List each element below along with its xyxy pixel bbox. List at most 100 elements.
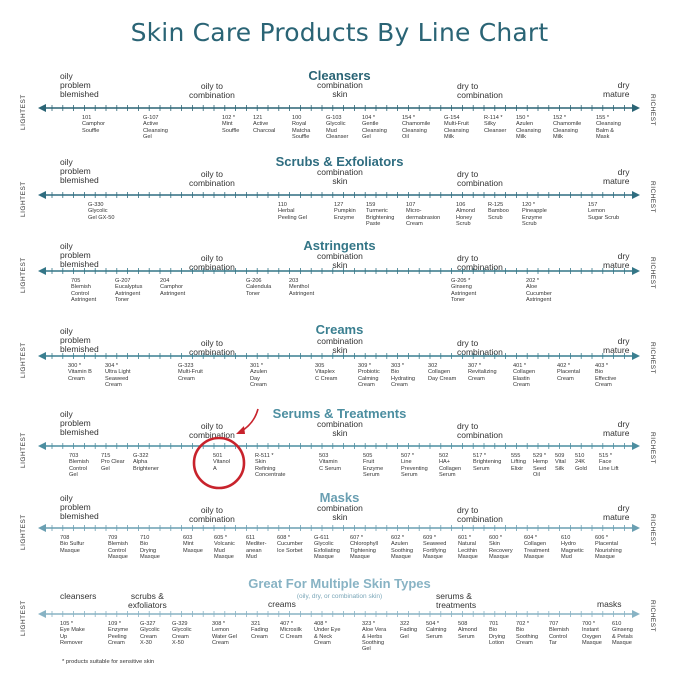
product-label: 610 Hydro Magnetic Mud [561,535,584,560]
product-label: 611 Mediter- anean Mud [246,535,267,560]
skin-type-label: dry mature [603,503,630,522]
product-label: 703 Blemish Control Gel [69,453,89,478]
product-label: 503 Vitamin C Serum [319,453,342,472]
page-title: Skin Care Products By Line Chart [130,18,549,47]
left-arrowhead [38,442,46,450]
product-label: G-329 Glycolic Cream X-50 [172,621,192,646]
section-title: Creams [315,322,364,337]
skin-type-label: oily problem blemished [60,493,99,521]
product-label: 104 * Gentle Cleansing Gel [362,115,387,140]
skin-type-label: oily problem blemished [60,409,99,437]
skin-type-label: creams [268,599,296,609]
skin-type-label: dry to combination [457,253,503,272]
product-label: 502 HA+ Collagen Serum [439,453,462,478]
section-title: Great For Multiple Skin Types [248,576,431,591]
skin-type-label: dry mature [603,167,630,186]
right-arrowhead [632,191,640,199]
product-label: 504 * Calming Serum [426,621,447,640]
product-label: G-611 Glycolic Exfoliating Masque [314,535,340,560]
product-label: 510 24K Gold [575,453,587,472]
product-label: 101 Camphor Souffle [82,115,106,134]
skin-type-label: cleansers [60,591,97,601]
product-label: 701 Bio Drying Lotion [489,621,506,646]
product-label: 157 Lemon Sugar Scrub [588,202,620,221]
product-label: 106 Almond Honey Scrub [456,202,475,227]
skin-type-label: dry mature [603,251,630,270]
product-label: 121 Active Charcoal [253,115,276,134]
product-label: 555 Lifting Elixir [511,453,526,472]
product-label: 152 * Chamomile Cleansing Milk [553,115,582,140]
skin-type-label: combination skin [317,167,363,186]
product-label: 509 Vital Silk [555,453,566,472]
product-label: G-323 Multi-Fruit Cream [178,363,203,382]
product-label: 302 Collagen Day Cream [428,363,457,382]
right-arrowhead [632,104,640,112]
skin-type-label: oily to combination [189,505,235,524]
product-label: 403 * Bio Effective Cream [595,363,617,388]
product-label: 202 * Aloe Cucumber Astringent [526,278,552,303]
product-label: 600 * Skin Recovery Masque [489,535,513,560]
skin-type-label: oily to combination [189,169,235,188]
product-label: 715 Pro Clear Gel [101,453,125,472]
product-label: 708 Bio Sulfur Masque [60,535,85,554]
product-label: 702 * Bio Soothing Cream [516,621,539,646]
product-label: 203 Menthol Astringent [289,278,315,297]
product-label: 107 Micro- dermabrasion Cream [406,202,441,227]
skin-type-label: combination skin [317,251,363,270]
product-label: 322 Fading Gel [400,621,418,640]
right-arrowhead [632,352,640,360]
section-title: Cleansers [308,68,371,83]
product-label: 159 Turmeric Brightening Paste [366,202,395,227]
product-label: 155 * Cleansing Balm & Mask [596,115,621,140]
product-label: 507 * Line Preventing Serum [401,453,428,478]
section-title: Astringents [303,238,376,253]
skin-type-label: combination skin [317,80,363,99]
skin-type-label: oily to combination [189,421,235,440]
skin-type-label: dry to combination [457,169,503,188]
skin-type-label: oily to combination [189,81,235,100]
skin-type-label: scrubs & exfoliators [128,591,167,610]
product-label: 204 Camphor Astringent [160,278,186,297]
left-arrowhead [38,610,46,618]
product-label: 505 Fruit Enzyme Serum [363,453,384,478]
product-label: 707 Blemish Control Tar [549,621,569,646]
product-label: 150 * Azulen Cleansing Milk [516,115,541,140]
skin-type-label: combination skin [317,336,363,355]
product-label: 305 Vitaplex C Cream [315,363,338,382]
product-label: 109 * Enzyme Peeling Cream [108,621,129,646]
left-arrowhead [38,352,46,360]
product-label: 402 * Placental Cream [557,363,581,382]
product-label: 604 * Collagen Treatment Masque [524,535,550,560]
product-label: 303 * Bio Hydrating Cream [391,363,415,388]
product-label: 501 Vitanol A [213,453,231,472]
skin-type-label: dry to combination [457,338,503,357]
skin-type-label: oily problem blemished [60,157,99,185]
product-label: 610 Ginseng & Petals Masque [612,621,633,646]
product-label: 401 * Collagen Elastin Cream [513,363,536,388]
product-label: R-511 * Skin Refining Concentrate [255,453,286,478]
product-label: 301 * Azulen Day Cream [250,363,268,388]
skin-type-label: oily problem blemished [60,241,99,269]
product-label: 606 * Placental Nourishing Masque [595,535,622,560]
section-title: Scrubs & Exfoliators [275,154,404,169]
left-arrowhead [38,104,46,112]
product-label: G-103 Glycolic Mud Cleanser [326,115,349,140]
skin-type-label: dry mature [603,336,630,355]
product-label: G-207 Eucalyptus Astringent Toner [115,278,143,303]
product-label: 517 * Brightening Serum [473,453,502,472]
product-label: 710 Bio Drying Masque [140,535,160,560]
product-label: 705 Blemish Control Astringent [71,278,97,303]
skin-type-label: dry to combination [457,505,503,524]
product-label: 309 * Probiotic Calming Cream [358,363,380,388]
right-arrowhead [632,267,640,275]
product-label: R-114 * Silky Cleanser [484,115,507,134]
product-label: R-125 Bamboo Scrub [488,202,509,221]
product-label: 529 * Hemp Seed Oil [533,453,548,478]
product-label: 608 * Cucumber Ice Sorbet [277,535,303,554]
product-label: 102 * Mint Souffle [222,115,240,134]
left-arrowhead [38,191,46,199]
